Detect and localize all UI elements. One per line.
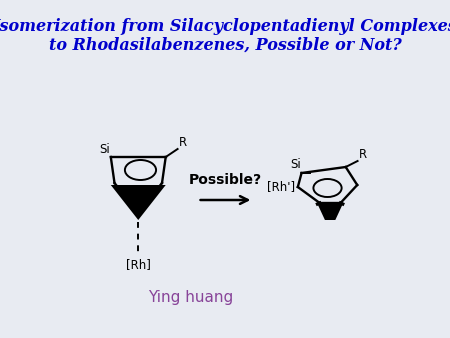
- Polygon shape: [318, 204, 343, 220]
- Text: Possible?: Possible?: [189, 173, 262, 187]
- Text: to Rhodasilabenzenes, Possible or Not?: to Rhodasilabenzenes, Possible or Not?: [49, 37, 401, 54]
- Polygon shape: [111, 185, 166, 220]
- Text: [Rh']: [Rh']: [267, 180, 296, 193]
- Text: [Rh]: [Rh]: [126, 258, 151, 271]
- Text: Isomerization from Silacyclopentadienyl Complexes: Isomerization from Silacyclopentadienyl …: [0, 18, 450, 35]
- Text: R: R: [359, 148, 367, 161]
- Text: Si: Si: [290, 158, 301, 171]
- Text: Ying huang: Ying huang: [148, 290, 233, 305]
- Text: Si: Si: [99, 143, 110, 156]
- Text: R: R: [179, 136, 187, 149]
